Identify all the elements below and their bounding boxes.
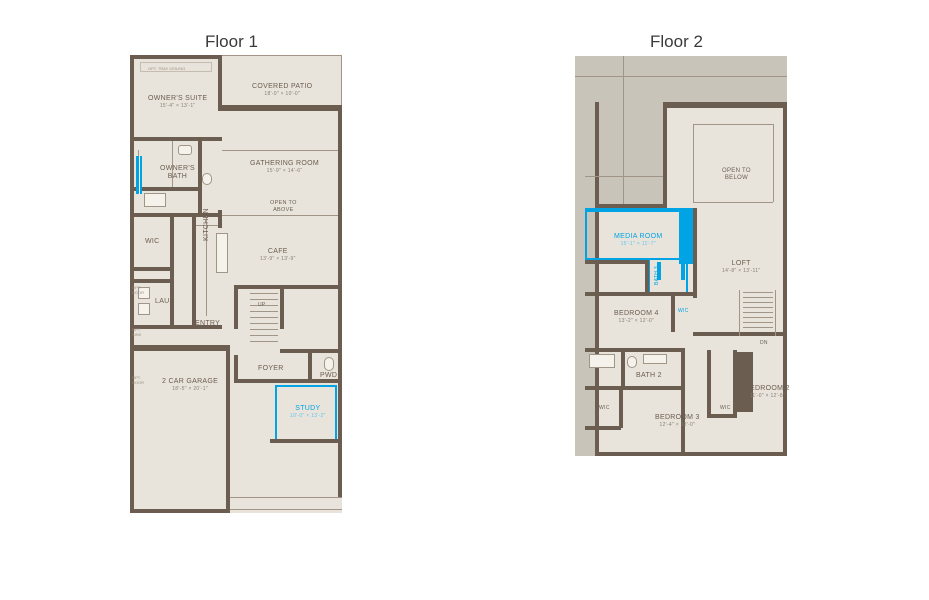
dn-label: DN xyxy=(760,340,768,346)
wic-label: WIC xyxy=(145,238,160,246)
up-label: UP xyxy=(258,302,266,308)
bedroom3-label: BEDROOM 312'-4" × 12'-0" xyxy=(655,414,700,428)
covered-patio-label: COVERED PATIO18'-0" × 10'-0" xyxy=(252,83,312,97)
floor1-title: Floor 1 xyxy=(205,32,258,52)
loft-label: LOFT14'-8" × 13'-11" xyxy=(722,260,760,274)
opt-door-g-label: OPT. DOOR xyxy=(132,375,144,385)
foyer-label: FOYER xyxy=(258,365,284,373)
opt-sink-label: OPT. SINK xyxy=(132,327,141,337)
kitchen-label: KITCHEN xyxy=(203,208,211,241)
cafe-label: CAFE13'-9" × 13'-9" xyxy=(260,248,296,262)
garage-label: 2 CAR GARAGE18'-5" × 20'-1" xyxy=(162,378,218,392)
wic4-label: WIC xyxy=(678,308,689,314)
floor2-title: Floor 2 xyxy=(650,32,703,52)
floor1-plan xyxy=(130,55,342,513)
pwd-label: PWD xyxy=(320,372,337,380)
bath3-label: BATH 3 xyxy=(654,266,660,285)
wic2-label: WIC xyxy=(720,405,731,411)
entry-label: ENTRY xyxy=(195,320,220,328)
open-above-label: OPEN TO ABOVE xyxy=(270,200,297,213)
bedroom4-label: BEDROOM 413'-2" × 12'-0" xyxy=(614,310,659,324)
laun-label: LAUN xyxy=(155,298,175,306)
gathering-label: GATHERING ROOM15'-9" × 14'-6" xyxy=(250,160,319,174)
wic3-label: WIC xyxy=(599,405,610,411)
owners-bath-label: OWNER'S BATH xyxy=(160,165,195,182)
bedroom2-label: BEDROOM 211'-0" × 12'-8" xyxy=(745,385,790,399)
study-label: STUDY10'-0" × 13'-2" xyxy=(290,405,326,419)
opt-tray-label: OPT. TRAY CEILING xyxy=(148,66,185,71)
opt-door-l-label: OPT. DOOR xyxy=(132,285,144,295)
media-label: MEDIA ROOM15'-1" × 11'-7" xyxy=(614,233,663,247)
bath2-label: BATH 2 xyxy=(636,372,662,380)
open-below-label: OPEN TO BELOW xyxy=(722,168,751,182)
owners-suite-label: OWNER'S SUITE15'-4" × 13'-1" xyxy=(148,95,207,109)
